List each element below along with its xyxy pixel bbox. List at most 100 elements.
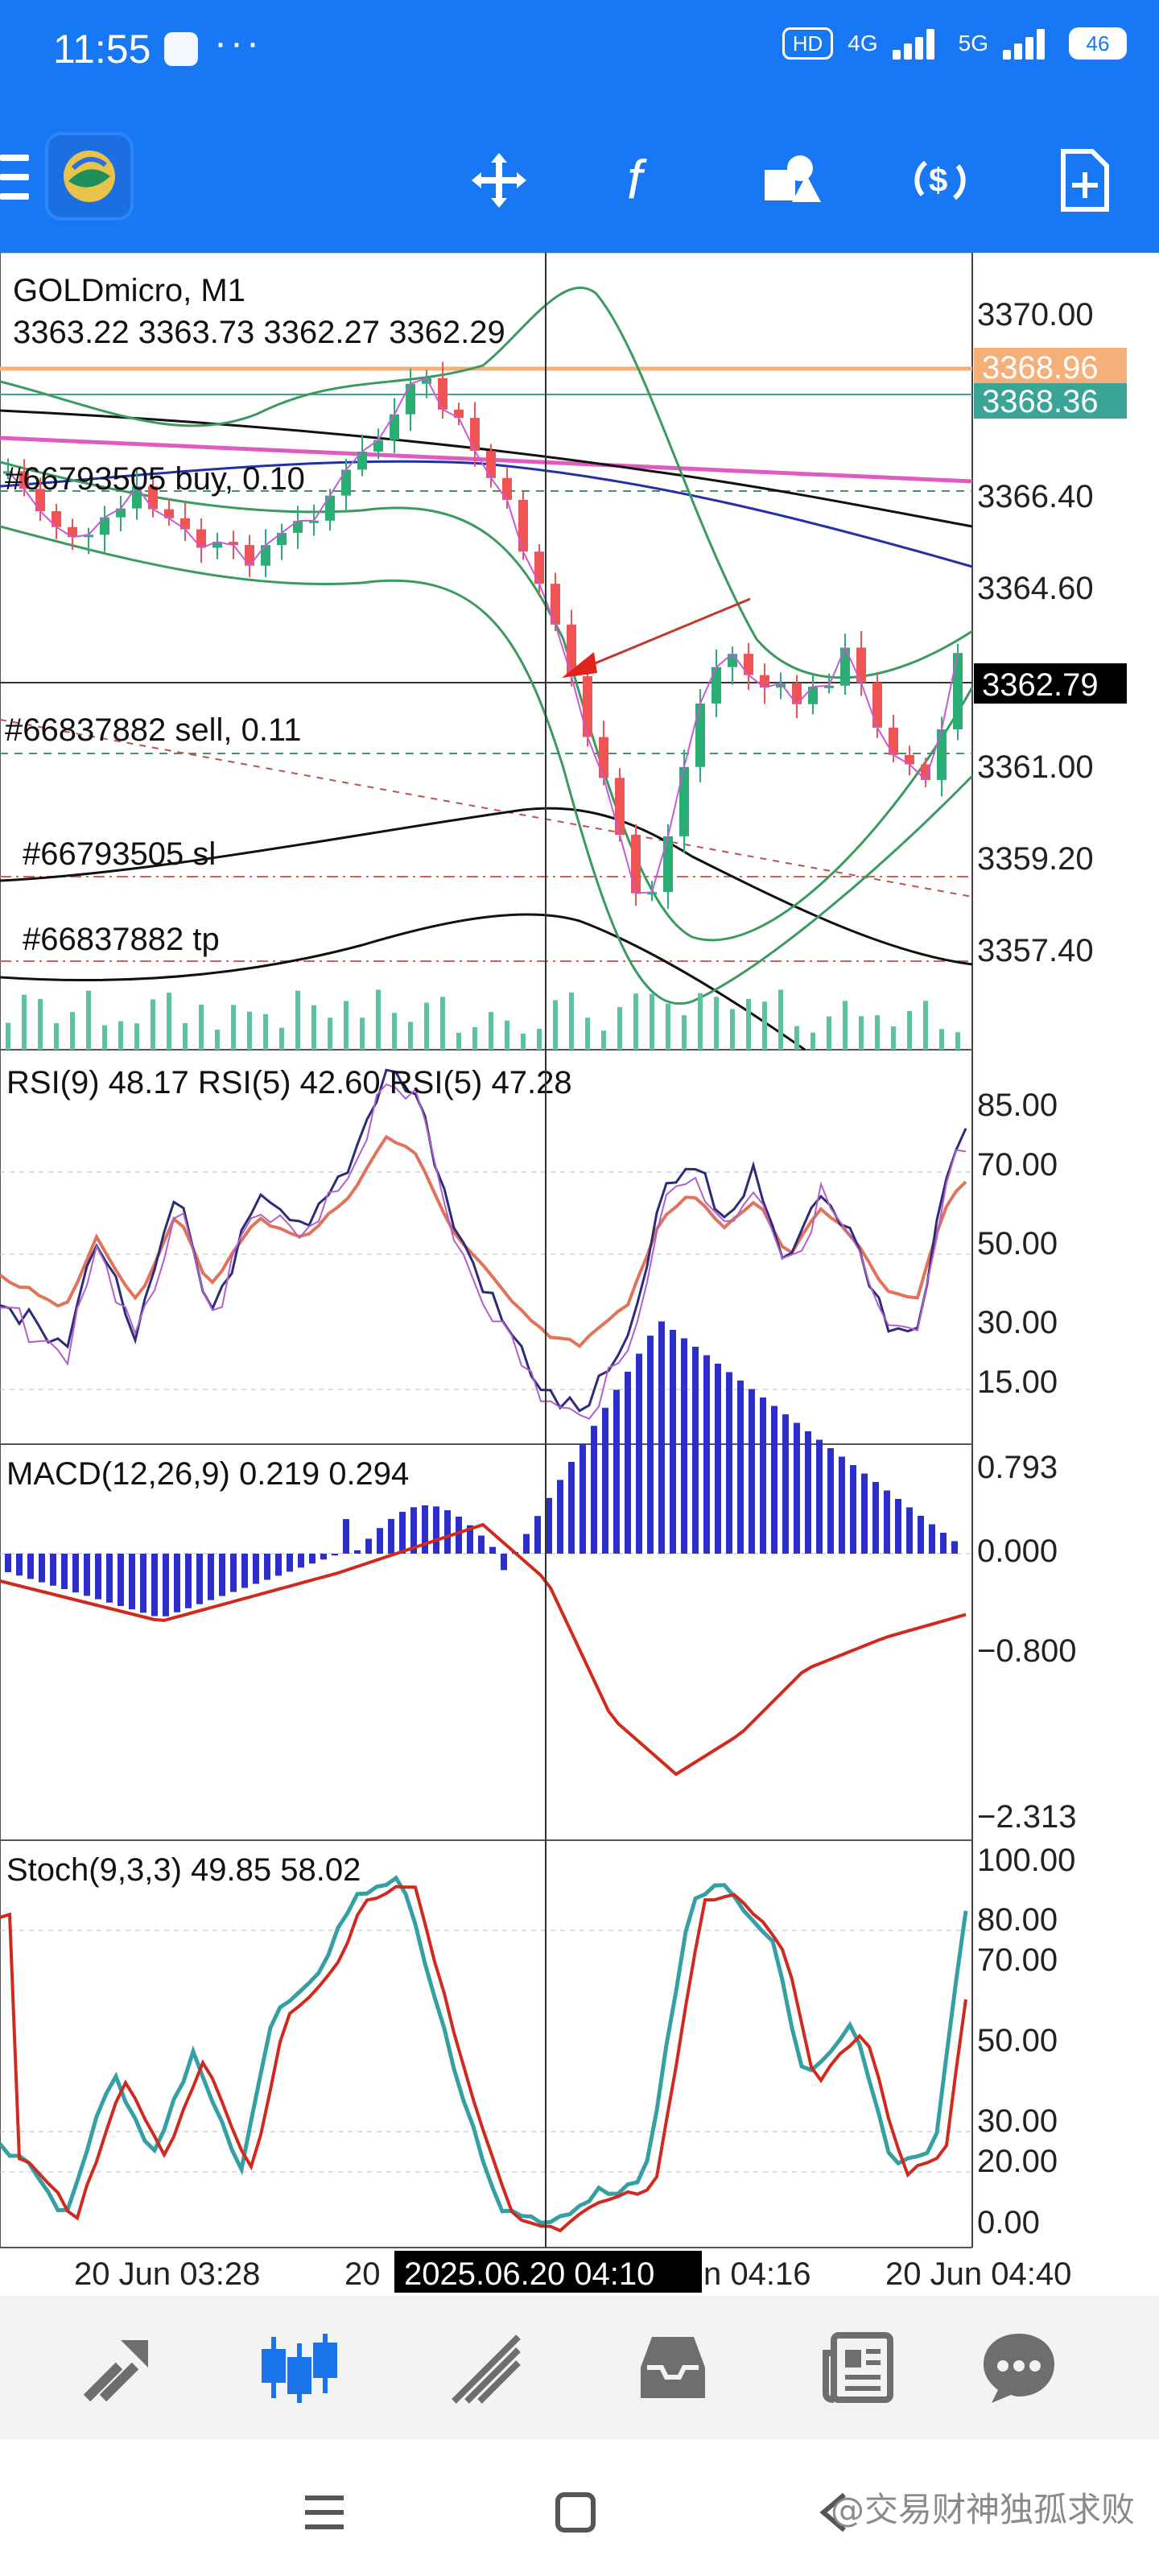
candle-body bbox=[422, 378, 431, 384]
macd-bar bbox=[230, 1554, 237, 1592]
volume-bar bbox=[843, 1001, 848, 1050]
macd-title: MACD(12,26,9) 0.219 0.294 bbox=[6, 1456, 409, 1492]
candle-body bbox=[647, 892, 657, 895]
macd-bar bbox=[489, 1546, 496, 1554]
macd-bar bbox=[343, 1519, 349, 1554]
candle-body bbox=[856, 647, 866, 683]
volume-bar bbox=[231, 1005, 236, 1050]
cursor-price-text: 3362.79 bbox=[982, 667, 1099, 703]
volume-bar bbox=[328, 1018, 332, 1050]
home-square-icon[interactable] bbox=[539, 2476, 612, 2549]
menu-icon[interactable] bbox=[0, 155, 29, 203]
new-order-icon[interactable] bbox=[1045, 140, 1125, 221]
candle-body bbox=[711, 667, 721, 704]
news-icon[interactable] bbox=[810, 2323, 906, 2412]
candle-body bbox=[776, 683, 786, 688]
candle-body bbox=[470, 418, 480, 452]
candle-body bbox=[615, 778, 625, 836]
menu-lines-icon[interactable] bbox=[288, 2476, 361, 2549]
macd-bar bbox=[816, 1439, 823, 1554]
candle-body bbox=[390, 414, 399, 440]
macd-bar bbox=[219, 1554, 225, 1596]
stoch-d-line bbox=[0, 1885, 967, 2233]
volume-bar bbox=[311, 1005, 316, 1050]
metatrader-logo-icon[interactable] bbox=[45, 132, 134, 221]
price-label: 3357.40 bbox=[977, 933, 1094, 968]
macd-bar bbox=[309, 1554, 316, 1564]
crosshair-icon[interactable] bbox=[459, 140, 539, 221]
overflow-dots-icon: ··· bbox=[214, 22, 262, 64]
candle-body bbox=[567, 624, 576, 677]
volume-bar bbox=[183, 1023, 188, 1050]
macd-bar bbox=[602, 1407, 608, 1554]
price-label: 3361.00 bbox=[977, 749, 1094, 785]
candle-body bbox=[373, 440, 383, 452]
stoch-pane bbox=[0, 1875, 972, 2233]
macd-bar bbox=[174, 1554, 180, 1612]
chart-candles-icon[interactable] bbox=[251, 2323, 348, 2412]
status-right: HD 4G 5G 46 bbox=[782, 27, 1127, 60]
volume-bar bbox=[376, 989, 381, 1050]
volume-bar bbox=[923, 1001, 928, 1050]
trade-icon[interactable] bbox=[438, 2323, 534, 2412]
macd-bar bbox=[872, 1482, 879, 1554]
volume-bar bbox=[714, 997, 719, 1050]
macd-bar bbox=[749, 1389, 755, 1554]
volume-bar bbox=[102, 1025, 107, 1050]
macd-bar bbox=[951, 1541, 958, 1554]
candle-body bbox=[921, 764, 930, 780]
chart-area[interactable]: GOLDmicro, M1 3363.22 3363.73 3362.27 33… bbox=[0, 252, 1159, 2296]
rsi-pane bbox=[0, 1068, 972, 1420]
rsi9-line bbox=[0, 1134, 967, 1348]
candle-body bbox=[840, 647, 850, 686]
rsi-label: 15.00 bbox=[977, 1364, 1058, 1400]
volume-bar bbox=[537, 1029, 542, 1050]
volume-bar bbox=[247, 1011, 252, 1050]
history-inbox-icon[interactable] bbox=[625, 2323, 721, 2412]
ma-black-3 bbox=[0, 913, 806, 1051]
candle-body bbox=[52, 511, 61, 527]
macd-bar bbox=[410, 1507, 417, 1554]
volume-bar bbox=[762, 1001, 767, 1050]
macd-bar bbox=[61, 1554, 68, 1589]
chart-canvas[interactable]: GOLDmicro, M1 3363.22 3363.73 3362.27 33… bbox=[0, 252, 1159, 2296]
signal-icon-2 bbox=[1003, 27, 1054, 60]
volume-bar bbox=[666, 1003, 670, 1050]
rsi-label: 85.00 bbox=[977, 1088, 1058, 1123]
volume-bar bbox=[698, 993, 703, 1050]
price-label: 3366.40 bbox=[977, 479, 1094, 514]
stoch-label: 80.00 bbox=[977, 1902, 1058, 1938]
macd-bar bbox=[72, 1554, 79, 1593]
back-icon[interactable] bbox=[798, 2476, 871, 2549]
candle-body bbox=[357, 452, 367, 470]
volume-bar bbox=[167, 993, 171, 1050]
chat-icon[interactable] bbox=[971, 2323, 1067, 2412]
volume-bar bbox=[86, 990, 91, 1050]
macd-bar bbox=[625, 1372, 631, 1554]
candle-body bbox=[744, 654, 753, 675]
ask-tag bbox=[974, 348, 1127, 385]
cursor-time-text: 2025.06.20 04:10 bbox=[404, 2256, 654, 2292]
trendline bbox=[0, 719, 973, 898]
macd-bar bbox=[658, 1321, 665, 1554]
volume-bar bbox=[440, 997, 445, 1050]
macd-pane bbox=[0, 1321, 972, 1777]
candle-body bbox=[438, 378, 448, 410]
price-label: 3364.60 bbox=[977, 571, 1094, 606]
ohlc-values: 3363.22 3363.73 3362.27 3362.29 bbox=[13, 315, 505, 350]
macd-bar bbox=[715, 1364, 721, 1554]
macd-bar bbox=[467, 1525, 473, 1554]
volume-bar bbox=[585, 1018, 590, 1050]
time-label: 20 Jun 03:28 bbox=[74, 2256, 260, 2292]
candle-body bbox=[229, 542, 238, 546]
network-4g: 4G bbox=[848, 31, 878, 56]
macd-bar bbox=[861, 1473, 868, 1554]
trade-dollar-icon[interactable]: $ bbox=[900, 140, 980, 221]
rsi-label: 50.00 bbox=[977, 1226, 1058, 1261]
macd-label: 0.793 bbox=[977, 1450, 1058, 1485]
objects-icon[interactable] bbox=[752, 140, 832, 221]
candle-body bbox=[19, 471, 29, 489]
quotes-arrow-icon[interactable] bbox=[69, 2323, 166, 2412]
volume-bar bbox=[215, 1030, 220, 1050]
indicator-f-icon[interactable]: f bbox=[604, 140, 684, 221]
